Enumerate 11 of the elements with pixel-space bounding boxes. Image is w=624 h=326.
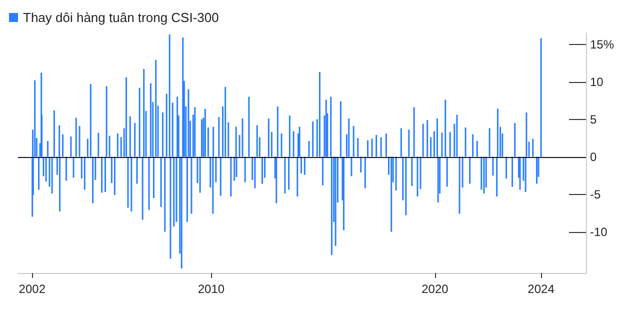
y-tick-label: 10 — [590, 74, 604, 89]
x-tick-label: 2024 — [528, 282, 555, 296]
y-tick-label: 5 — [590, 112, 597, 126]
x-tick-label: 2010 — [198, 282, 225, 296]
legend-label: Thay dôi hàng tuân trong CSI-300 — [23, 10, 219, 25]
y-tick-label: -5 — [590, 187, 601, 202]
y-tick-label: 15% — [590, 37, 614, 52]
x-tick-label: 2002 — [18, 282, 46, 296]
x-tick-label: 2020 — [422, 282, 449, 296]
y-tick-label: 0 — [590, 150, 597, 164]
y-tick-label: -10 — [590, 224, 608, 239]
